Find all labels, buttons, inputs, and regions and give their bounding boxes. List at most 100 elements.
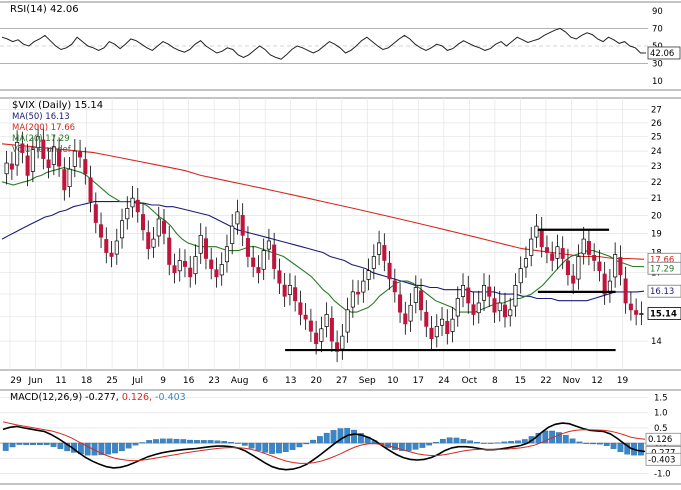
macd-histogram-bar bbox=[84, 442, 91, 456]
macd-histogram-bar bbox=[36, 442, 43, 446]
macd-histogram-bar bbox=[16, 442, 23, 445]
macd-histogram-bar bbox=[323, 432, 330, 444]
macd-histogram-bar bbox=[569, 438, 576, 444]
candle-up bbox=[30, 149, 35, 172]
macd-value-label: 0.126 bbox=[648, 435, 672, 445]
date-tick-label: 20 bbox=[311, 376, 323, 386]
macd-panel: 1.51.00.50.0-0.5-1.00.126-0.277-0.403 bbox=[0, 389, 681, 485]
date-tick-label: Jul bbox=[131, 376, 143, 386]
macd-histogram-bar bbox=[207, 440, 214, 444]
candle-down bbox=[544, 247, 549, 253]
macd-histogram-bar bbox=[50, 442, 57, 447]
price-value-box bbox=[647, 307, 681, 320]
macd-histogram-bar bbox=[460, 438, 467, 444]
price-title: $VIX (Daily) 15.14 bbox=[12, 100, 103, 111]
candle-down bbox=[550, 253, 555, 261]
macd-value-box bbox=[645, 452, 681, 466]
candle-down bbox=[140, 214, 146, 231]
candle-down bbox=[628, 303, 633, 311]
candle-down bbox=[602, 273, 607, 295]
candle-down bbox=[46, 159, 51, 168]
candle-up bbox=[67, 168, 72, 188]
candle-down bbox=[93, 204, 98, 223]
macd-histogram-bar bbox=[282, 442, 289, 453]
price-value-label: 15.14 bbox=[650, 310, 677, 320]
rsi-background bbox=[0, 2, 681, 90]
candle-down bbox=[20, 143, 25, 153]
macd-histogram-bar bbox=[2, 442, 9, 451]
candle-up bbox=[266, 240, 271, 250]
candle-up bbox=[534, 225, 539, 238]
date-tick-label: Oct bbox=[462, 376, 478, 386]
macd-histogram-bar bbox=[276, 442, 282, 454]
macd-histogram-bar bbox=[30, 442, 36, 446]
candle-up bbox=[508, 309, 513, 317]
candle-down bbox=[571, 275, 576, 284]
candle-up bbox=[156, 218, 161, 237]
legend-ma200: MA(200) 17.66 bbox=[12, 123, 75, 133]
candle-up bbox=[319, 328, 324, 342]
candle-up bbox=[377, 242, 382, 255]
candle-up bbox=[513, 285, 518, 307]
date-tick-label: 8 bbox=[492, 376, 498, 386]
candle-up bbox=[476, 302, 481, 314]
candle-down bbox=[314, 332, 319, 345]
macd-histogram-bar bbox=[310, 439, 316, 444]
candle-up bbox=[224, 246, 229, 263]
macd-histogram-bar bbox=[153, 439, 159, 444]
candle-down bbox=[167, 237, 172, 265]
date-tick-label: 25 bbox=[106, 376, 117, 386]
candle-up bbox=[361, 280, 366, 293]
macd-histogram-bar bbox=[474, 442, 480, 444]
candle-up bbox=[413, 287, 418, 303]
macd-histogram-bar bbox=[603, 442, 610, 446]
candle-down bbox=[592, 255, 597, 261]
rsi-title: RSI(14) 42.06 bbox=[10, 4, 79, 15]
candle-down bbox=[256, 267, 261, 274]
candle-down bbox=[272, 244, 277, 269]
macd-histogram-bar bbox=[419, 442, 426, 448]
macd-histogram-bar bbox=[228, 442, 234, 444]
candle-up bbox=[434, 325, 439, 338]
legend-ma50: MA(50) 16.13 bbox=[12, 112, 70, 122]
candle-down bbox=[161, 220, 167, 234]
macd-title-signal: 0.126, bbox=[119, 392, 152, 403]
candle-down bbox=[466, 287, 471, 304]
candle-down bbox=[487, 286, 492, 297]
macd-tick-label: -1.0 bbox=[654, 469, 671, 479]
candle-up bbox=[4, 162, 9, 175]
candle-down bbox=[214, 269, 219, 278]
macd-histogram-bar bbox=[9, 442, 16, 448]
macd-histogram-bar bbox=[392, 442, 398, 450]
macd-histogram-bar bbox=[446, 437, 453, 444]
candle-up bbox=[455, 298, 460, 317]
candle-up bbox=[120, 220, 125, 239]
candle-down bbox=[182, 261, 188, 267]
candle-down bbox=[403, 313, 408, 325]
macd-histogram-bar bbox=[180, 439, 187, 444]
macd-histogram-bar bbox=[248, 442, 255, 449]
candle-down bbox=[188, 267, 193, 278]
macd-histogram-bar bbox=[241, 442, 248, 446]
candle-up bbox=[576, 256, 581, 280]
macd-histogram-bar bbox=[638, 442, 644, 456]
macd-tick-label: 1.5 bbox=[654, 394, 668, 404]
candle-up bbox=[460, 285, 466, 297]
macd-histogram-bar bbox=[624, 442, 631, 455]
macd-histogram-bar bbox=[57, 442, 64, 449]
candle-up bbox=[125, 208, 130, 220]
macd-histogram-bar bbox=[255, 442, 262, 451]
macd-histogram-bar bbox=[296, 442, 303, 448]
candle-up bbox=[450, 318, 455, 332]
candle-down bbox=[308, 320, 313, 332]
candle-down bbox=[83, 159, 88, 175]
macd-histogram-bar bbox=[412, 442, 419, 450]
macd-histogram-bar bbox=[166, 438, 173, 444]
macd-histogram-bar bbox=[556, 432, 562, 444]
date-tick-label: Sep bbox=[359, 376, 376, 386]
candle-down bbox=[429, 327, 434, 339]
date-tick-label: Jun bbox=[27, 376, 42, 386]
candle-down bbox=[356, 291, 361, 295]
macd-histogram-bar bbox=[43, 442, 50, 446]
